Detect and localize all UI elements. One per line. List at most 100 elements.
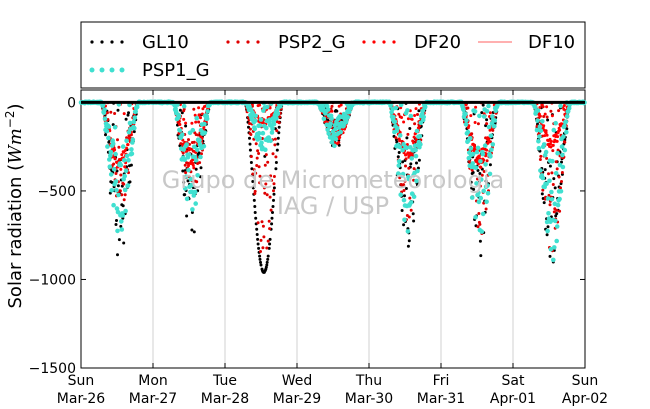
data-point — [195, 180, 199, 184]
data-point — [553, 186, 557, 190]
data-point — [252, 126, 258, 132]
data-point — [264, 125, 269, 131]
data-point — [105, 111, 109, 115]
data-point — [409, 162, 413, 166]
data-point — [406, 117, 410, 121]
data-point — [276, 142, 280, 146]
data-point — [537, 134, 542, 139]
data-point — [416, 183, 419, 187]
data-point — [122, 198, 126, 202]
legend-label: PSP1_G — [142, 60, 210, 81]
data-point — [551, 149, 555, 153]
data-point — [120, 153, 124, 157]
data-point — [119, 219, 124, 224]
data-point — [268, 195, 272, 199]
data-point — [182, 117, 186, 121]
data-point — [114, 172, 118, 175]
data-point — [122, 182, 126, 186]
data-point — [110, 141, 116, 146]
data-point — [403, 194, 406, 198]
data-point — [402, 223, 406, 227]
data-point — [125, 146, 129, 150]
data-point — [102, 107, 107, 113]
data-point — [193, 157, 199, 163]
data-point — [553, 120, 558, 126]
data-point — [406, 132, 410, 136]
data-point — [549, 197, 555, 202]
data-point — [484, 199, 489, 205]
data-point — [178, 123, 182, 126]
data-point — [132, 115, 138, 120]
data-point — [182, 186, 188, 191]
data-point — [274, 161, 278, 164]
data-point — [259, 140, 264, 145]
data-point — [542, 115, 546, 118]
watermark-line-1: Grupo de Micrometeorologia — [162, 166, 504, 194]
data-point — [132, 130, 136, 134]
data-point — [554, 224, 560, 229]
data-point — [469, 195, 475, 200]
data-point — [270, 222, 274, 226]
data-point — [249, 133, 253, 136]
data-point — [265, 263, 269, 267]
data-point — [127, 111, 130, 115]
data-point — [543, 134, 547, 138]
data-point — [277, 131, 281, 135]
x-tick-day: Fri — [433, 373, 450, 389]
data-point — [479, 177, 484, 182]
data-point — [247, 125, 250, 129]
x-tick-date: Mar-31 — [417, 391, 465, 407]
data-point — [194, 120, 198, 124]
data-point — [248, 142, 252, 146]
data-point — [545, 196, 551, 201]
data-point — [470, 132, 474, 136]
data-point — [253, 113, 258, 119]
data-point — [538, 114, 542, 118]
data-point — [548, 164, 552, 168]
data-point — [478, 222, 482, 226]
data-point — [479, 165, 483, 169]
data-point — [271, 152, 275, 156]
data-point — [548, 203, 552, 207]
data-point — [532, 105, 538, 110]
data-point — [560, 164, 566, 170]
data-point — [257, 165, 261, 169]
data-point — [538, 106, 542, 109]
data-point — [477, 113, 482, 119]
data-point — [182, 157, 187, 162]
legend-swatch — [119, 67, 125, 73]
data-point — [259, 238, 263, 242]
data-point — [184, 124, 188, 128]
data-point — [545, 228, 550, 234]
data-point — [551, 183, 555, 186]
data-point — [272, 189, 275, 193]
data-point — [272, 186, 276, 190]
y-axis-label-exponent: −2 — [3, 111, 17, 129]
data-point — [193, 113, 197, 117]
data-point — [538, 128, 544, 134]
data-point — [252, 198, 256, 202]
data-point — [330, 109, 334, 113]
data-point — [194, 147, 200, 152]
data-point — [274, 155, 278, 159]
data-point — [412, 167, 416, 171]
data-point — [554, 160, 558, 164]
data-point — [402, 120, 406, 124]
data-point — [107, 164, 113, 169]
data-point — [255, 227, 259, 231]
data-point — [479, 229, 485, 234]
data-point — [535, 108, 541, 113]
data-point — [411, 194, 417, 199]
data-point — [468, 136, 473, 141]
data-point — [121, 158, 127, 163]
legend-item-gl10: GL10 — [90, 32, 189, 53]
y-tick-label: −1500 — [29, 361, 76, 377]
data-point — [488, 111, 492, 115]
data-point — [181, 147, 186, 152]
data-point — [189, 159, 193, 163]
legend-swatch — [392, 40, 396, 44]
data-point — [277, 125, 281, 129]
data-point — [256, 237, 260, 241]
data-point — [470, 168, 474, 172]
data-point — [265, 193, 269, 197]
